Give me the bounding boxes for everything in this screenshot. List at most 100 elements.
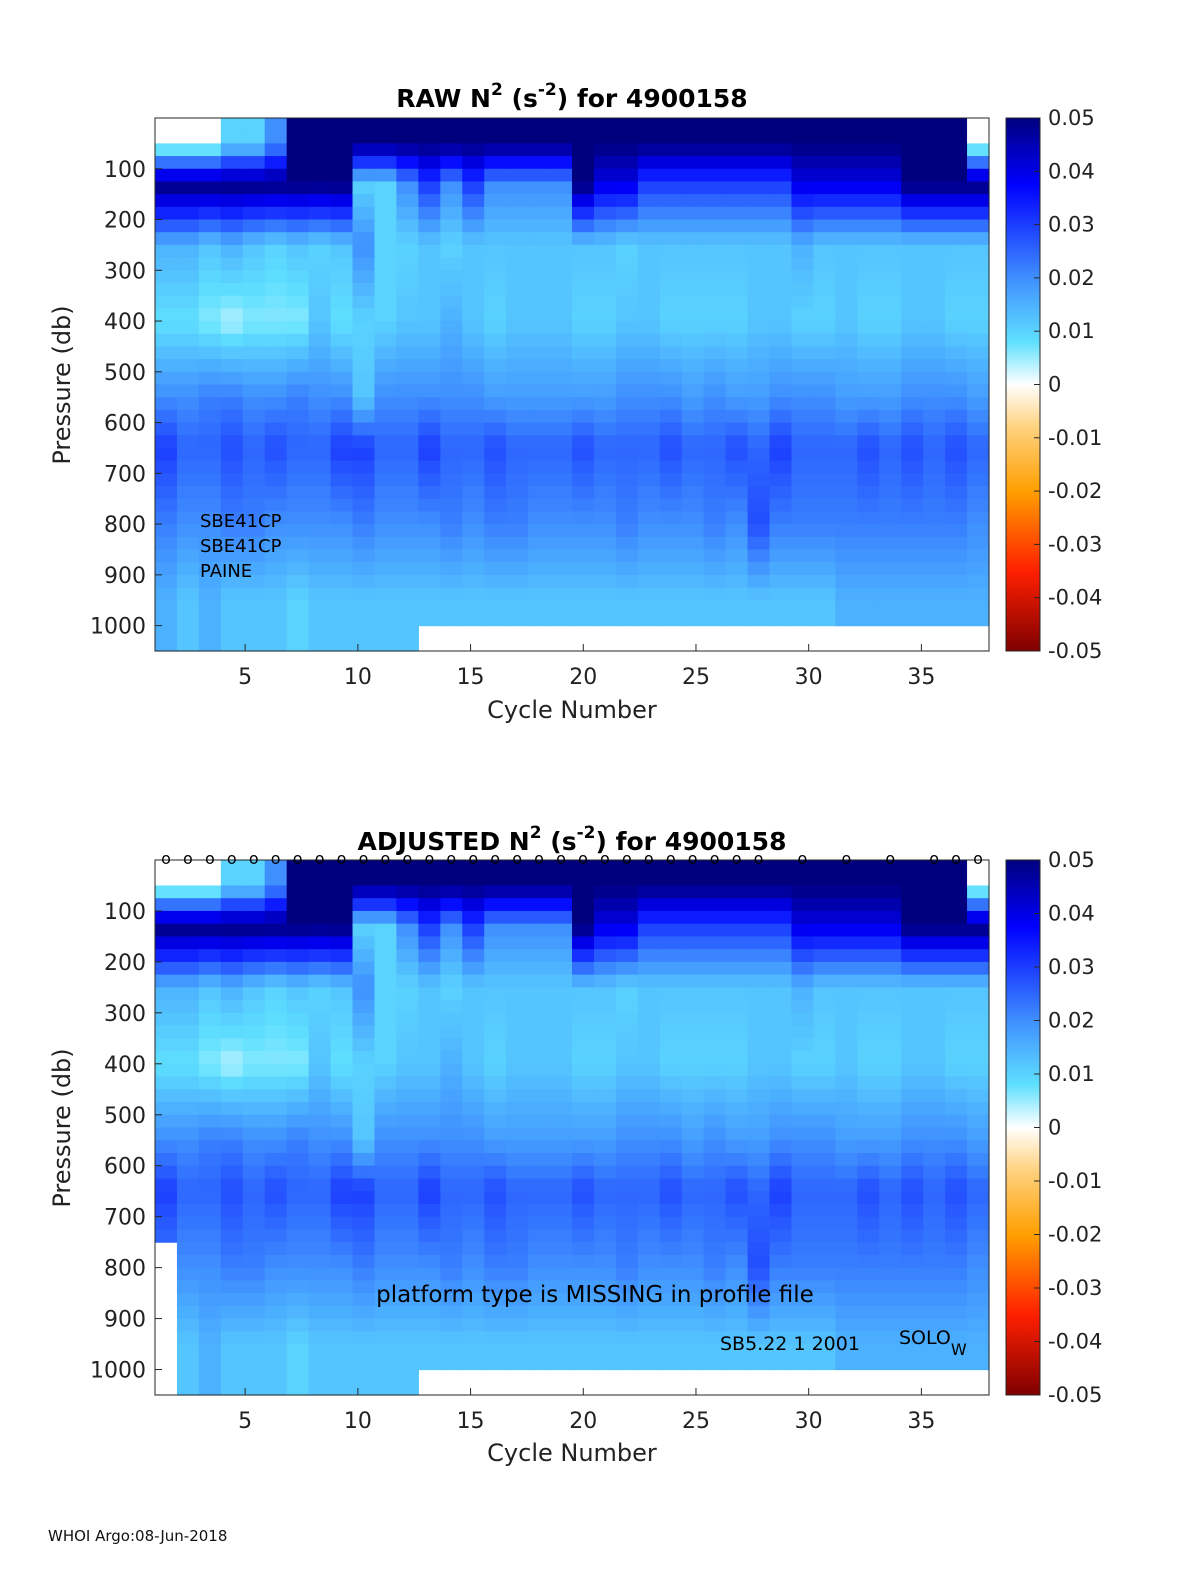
heatmap-cell — [198, 181, 222, 195]
heatmap-cell — [155, 1038, 178, 1052]
heatmap-cell — [506, 156, 529, 170]
heatmap-cell — [747, 600, 771, 614]
heatmap-cell — [791, 409, 815, 424]
heatmap-cell — [593, 536, 617, 551]
heatmap-cell — [176, 1216, 200, 1231]
heatmap-cell — [528, 308, 551, 322]
heatmap-cell — [506, 898, 529, 912]
heatmap-cell — [769, 409, 793, 424]
y-tick-label: 400 — [104, 1053, 146, 1078]
heatmap-cell — [396, 1293, 419, 1307]
heatmap-cell — [462, 181, 485, 195]
heatmap-cell — [220, 244, 244, 259]
heatmap-cell — [923, 257, 946, 271]
heatmap-cell — [901, 181, 924, 195]
heatmap-cell — [725, 232, 749, 246]
heatmap-cell — [506, 587, 529, 601]
qc-marker: o — [622, 849, 632, 868]
heatmap-cell — [418, 371, 441, 386]
heatmap-cell — [550, 194, 573, 208]
heatmap-cell — [484, 498, 507, 512]
heatmap-cell — [264, 156, 288, 170]
heatmap-cell — [835, 961, 858, 976]
heatmap-cell — [176, 1344, 200, 1358]
heatmap-cell — [220, 486, 244, 500]
heatmap-cell — [308, 936, 332, 950]
heatmap-cell — [286, 1267, 310, 1281]
heatmap-cell — [506, 1267, 529, 1281]
heatmap-cell — [572, 860, 595, 874]
heatmap-cell — [264, 549, 288, 563]
heatmap-cell — [572, 872, 595, 887]
heatmap-cell — [220, 295, 244, 309]
heatmap-cell — [440, 321, 463, 335]
heatmap-cell — [593, 1063, 617, 1078]
heatmap-cell — [945, 181, 968, 195]
heatmap-cell — [945, 435, 968, 449]
heatmap-cell — [725, 346, 749, 360]
heatmap-cell — [352, 1382, 376, 1396]
heatmap-cell — [242, 244, 266, 259]
heatmap-cell — [615, 1203, 639, 1218]
heatmap-cell — [374, 206, 398, 221]
heatmap-cell — [374, 638, 398, 652]
colorbar-tick-label: 0.04 — [1048, 159, 1095, 183]
heatmap-cell — [835, 435, 858, 449]
heatmap-cell — [769, 359, 793, 373]
heatmap-cell — [572, 295, 595, 309]
heatmap-cell — [681, 974, 705, 988]
heatmap-cell — [572, 885, 595, 899]
heatmap-cell — [901, 1203, 924, 1218]
colorbar-tick-label: 0.03 — [1048, 955, 1095, 979]
heatmap-cell — [484, 486, 507, 500]
heatmap-cell — [440, 1114, 463, 1129]
heatmap-cell — [264, 562, 288, 576]
heatmap-cell — [374, 549, 398, 563]
heatmap-cell — [967, 1127, 990, 1141]
heatmap-cell — [330, 359, 354, 373]
heatmap-cell — [176, 987, 200, 1001]
heatmap-cell — [242, 1344, 266, 1358]
heatmap-cell — [769, 194, 793, 208]
heatmap-cell — [550, 422, 573, 436]
heatmap-cell — [396, 181, 419, 195]
heatmap-cell — [374, 397, 398, 411]
heatmap-cell — [484, 1293, 507, 1307]
heatmap-cell — [593, 1102, 617, 1116]
heatmap-cell — [155, 1191, 178, 1205]
heatmap-cell — [528, 346, 551, 360]
heatmap-cell — [945, 1305, 968, 1320]
heatmap-cell — [967, 511, 990, 525]
heatmap-cell — [462, 612, 485, 627]
heatmap-cell — [572, 1165, 595, 1180]
heatmap-cell — [330, 936, 354, 950]
heatmap-cell — [155, 1063, 178, 1078]
heatmap-cell — [264, 1254, 288, 1269]
heatmap-cell — [440, 498, 463, 512]
heatmap-cell — [440, 486, 463, 500]
heatmap-cell — [440, 1025, 463, 1039]
heatmap-cell — [791, 435, 815, 449]
heatmap-cell — [879, 1051, 902, 1065]
heatmap-cell — [857, 1114, 880, 1129]
qc-marker: o — [600, 849, 610, 868]
heatmap-cell — [791, 1293, 815, 1307]
heatmap-cell — [308, 1063, 332, 1078]
heatmap-cell — [681, 219, 705, 233]
heatmap-cell — [747, 244, 771, 259]
heatmap-cell — [681, 587, 705, 601]
colorbar-tick-label: -0.03 — [1048, 1276, 1102, 1300]
heatmap-cell — [286, 346, 310, 360]
heatmap-cell — [176, 511, 200, 525]
heatmap-cell — [572, 181, 595, 195]
heatmap-cell — [572, 898, 595, 912]
heatmap-cell — [725, 1012, 749, 1027]
heatmap-cell — [835, 232, 858, 246]
heatmap-cell — [418, 1242, 441, 1256]
heatmap-cell — [857, 1012, 880, 1027]
heatmap-cell — [462, 206, 485, 221]
heatmap-cell — [484, 1344, 507, 1358]
heatmap-cell — [176, 118, 200, 132]
heatmap-cell — [923, 1293, 946, 1307]
heatmap-cell — [637, 460, 661, 474]
